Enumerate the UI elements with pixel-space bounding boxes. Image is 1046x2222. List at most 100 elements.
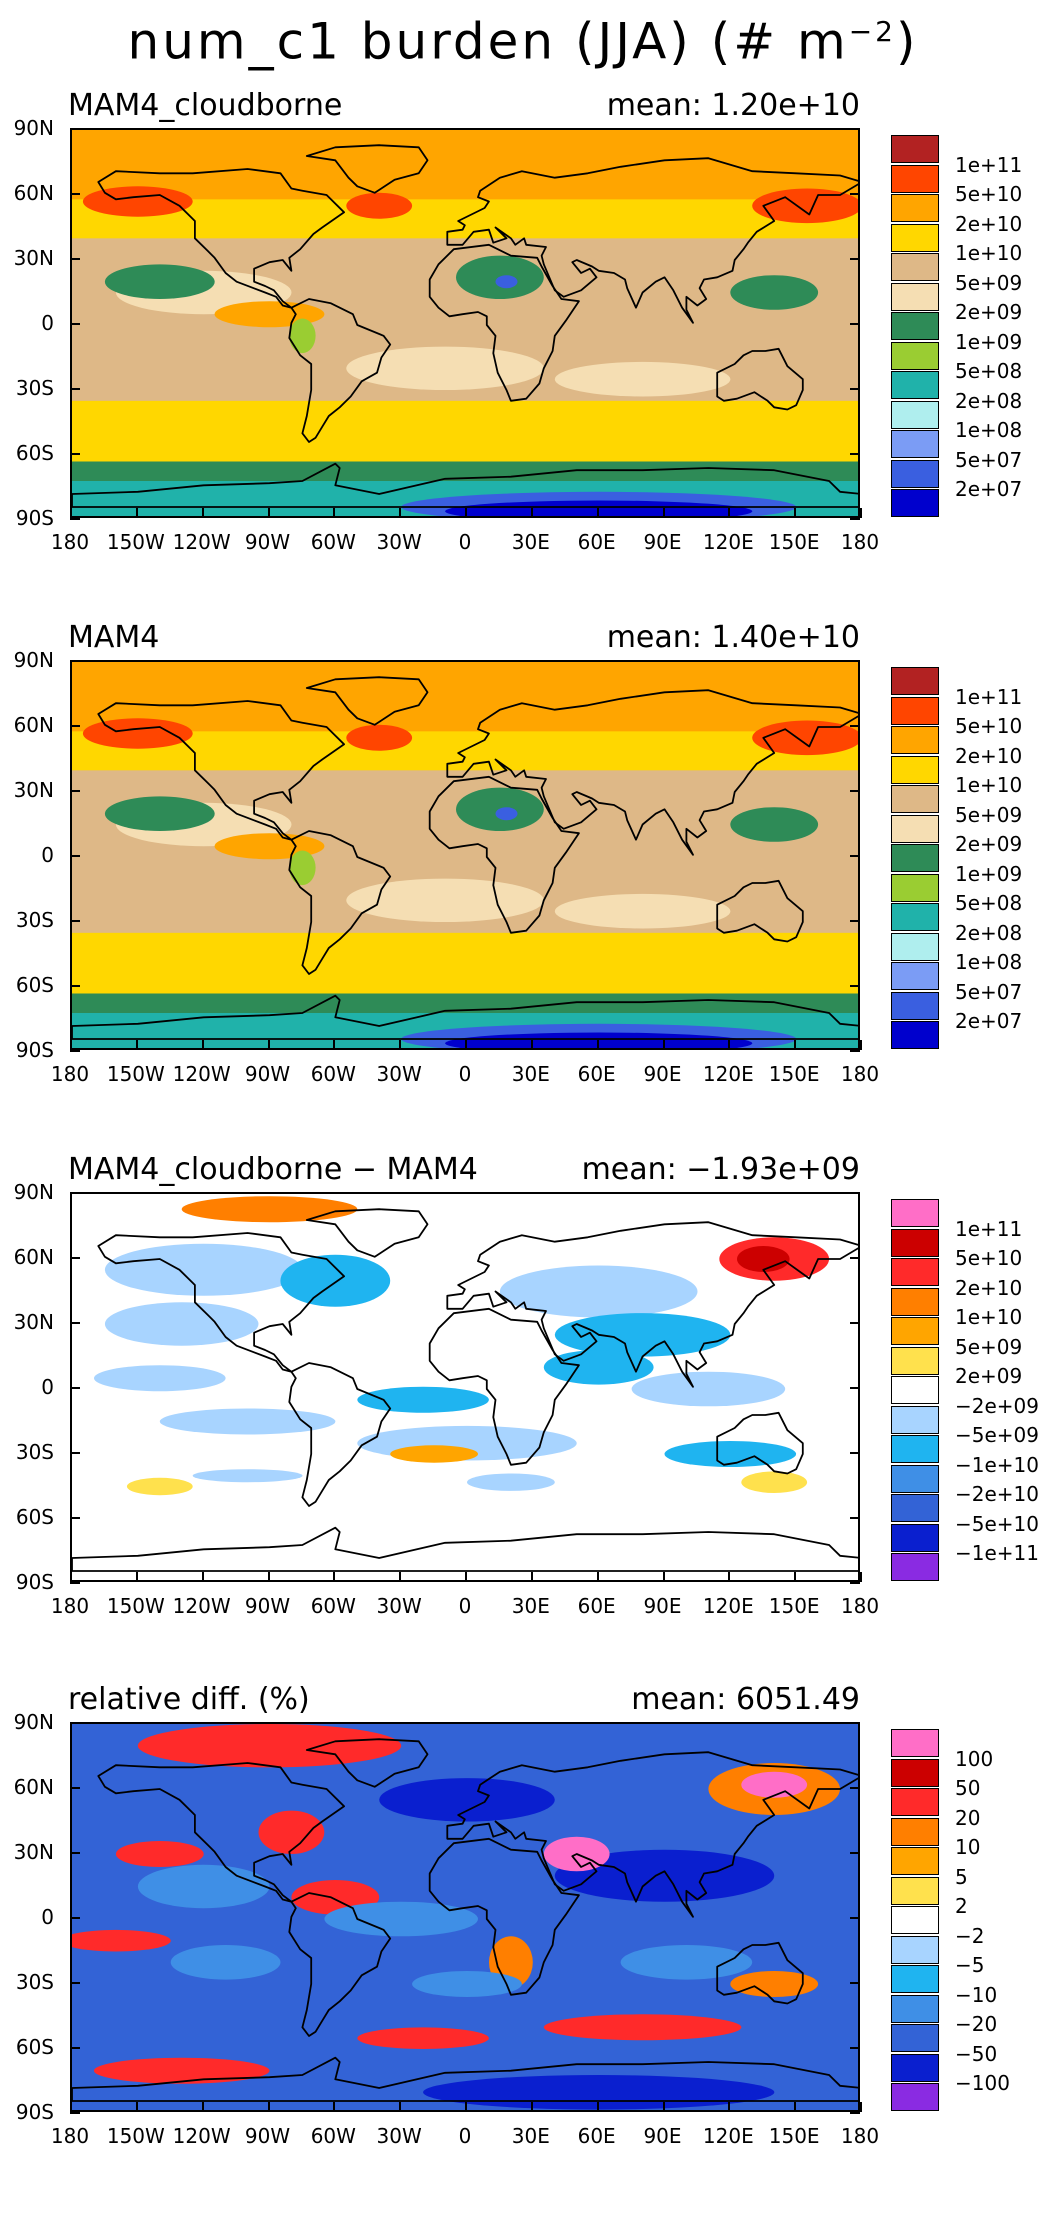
coastline-australia (716, 879, 804, 943)
lon-tick-label: 30W (376, 1594, 422, 1618)
colorbar-label: 2 (955, 1894, 968, 1918)
panel-mean: mean: 1.40e+10 (606, 620, 860, 655)
lat-tick (70, 2047, 80, 2049)
lat-tick (70, 1787, 80, 1789)
lat-tick-label: 90N (13, 1180, 54, 1204)
lat-tick (70, 1322, 80, 1324)
lat-tick-label: 0 (41, 1905, 54, 1929)
lon-tick (135, 2102, 138, 2112)
lat-tick-label: 90N (13, 116, 54, 140)
colorbar-swatch (891, 991, 939, 1020)
lat-tick-label: 60S (15, 2035, 54, 2059)
lat-tick (70, 323, 80, 325)
coastline-greenland (305, 1738, 429, 1788)
coastlines (72, 144, 858, 508)
lat-tick (850, 790, 860, 792)
colorbar-label: 5e+10 (955, 1246, 1023, 1270)
lat-tick (70, 660, 80, 662)
colorbar-label: 2e+09 (955, 1364, 1023, 1388)
lon-tick (267, 1572, 270, 1582)
lon-tick (794, 1040, 797, 1050)
colorbar-swatch (891, 223, 939, 252)
lat-tick (850, 1387, 860, 1389)
colorbar-swatch (891, 1464, 939, 1493)
colorbar-label: 5e+10 (955, 182, 1023, 206)
lon-tick (201, 1572, 204, 1582)
lon-tick (596, 1572, 599, 1582)
lat-tick (70, 1582, 80, 1584)
colorbar-swatch (891, 1523, 939, 1552)
lon-tick-label: 90E (643, 2124, 682, 2148)
coastline-northAmerica (97, 168, 346, 309)
colorbar-swatch (891, 489, 939, 517)
coastline-southAmerica (288, 298, 392, 443)
lon-tick (662, 1040, 665, 1050)
lon-tick (662, 508, 665, 518)
colorbar-label: −5e+09 (955, 1423, 1039, 1447)
lon-tick (596, 2102, 599, 2112)
coastline-australia (716, 1941, 804, 2005)
lon-tick-label: 0 (458, 1594, 472, 1618)
lon-tick-label: 120E (702, 2124, 754, 2148)
lat-tick-label: 0 (41, 1375, 54, 1399)
lat-tick-label: 30S (15, 1440, 54, 1464)
map-panel-2: MAM4 mean: 1.40e+10 90N 60N 30N 0 30S 60S 90S 180… (0, 620, 1046, 1160)
lat-tick-label: 90S (15, 506, 54, 530)
lon-tick-label: 0 (458, 530, 472, 554)
map-plot (70, 1722, 860, 2112)
lat-tick (850, 1982, 860, 1984)
colorbar-swatch (891, 312, 939, 340)
contour-fill (72, 130, 858, 516)
lon-tick (333, 1572, 336, 1582)
lon-tick (860, 1040, 862, 1050)
lon-tick-label: 120W (172, 530, 231, 554)
colorbar-swatch (891, 1758, 939, 1787)
lon-tick-label: 120E (702, 1594, 754, 1618)
lon-tick-label: 60W (310, 2124, 356, 2148)
colorbar-label: 1e+11 (955, 684, 1023, 709)
coastline-eurasia (446, 157, 858, 324)
colorbar-swatch (891, 903, 939, 931)
colorbar-swatch (891, 1847, 939, 1875)
lat-tick (70, 1517, 80, 1519)
lon-tick (860, 1572, 862, 1582)
lon-tick-label: 30E (511, 2124, 550, 2148)
colorbar-label: 2e+08 (955, 388, 1023, 413)
lat-tick (850, 193, 860, 195)
lon-tick-label: 30W (376, 530, 422, 554)
coastlines (72, 1208, 858, 1572)
lat-tick (850, 920, 860, 922)
lon-tick (399, 1040, 402, 1050)
lon-tick-label: 180 (840, 1062, 880, 1086)
lat-tick (70, 388, 80, 390)
lon-tick (596, 508, 599, 518)
lon-tick-label: 60E (577, 1062, 616, 1086)
colorbar-label: 2e+07 (955, 1009, 1023, 1033)
colorbar-swatch (891, 1906, 939, 1934)
coastline-southAmerica (288, 830, 392, 975)
lon-tick-label: 60E (577, 1594, 616, 1618)
coastline-australia (716, 1411, 804, 1475)
colorbar-label: 1e+08 (955, 950, 1023, 974)
colorbar-label: −50 (955, 2041, 998, 2066)
colorbar-swatch (891, 1994, 939, 2023)
lat-tick (850, 1787, 860, 1789)
lon-tick (267, 2102, 270, 2112)
lat-tick (850, 1322, 860, 1324)
lat-tick (850, 1917, 860, 1919)
lon-tick (399, 508, 402, 518)
lon-tick (201, 508, 204, 518)
lon-tick-label: 90E (643, 1062, 682, 1086)
lon-tick-label: 120E (702, 1062, 754, 1086)
lon-tick-label: 180 (840, 2124, 880, 2148)
colorbar-swatch (891, 282, 939, 311)
lon-tick (662, 2102, 665, 2112)
lat-tick (850, 128, 860, 130)
lon-tick (333, 508, 336, 518)
colorbar-label: 2e+10 (955, 1275, 1023, 1300)
lon-tick-label: 90W (244, 530, 291, 554)
lon-tick (465, 1572, 467, 1582)
colorbar-swatch (891, 194, 939, 222)
colorbar-swatch (891, 785, 939, 813)
lat-tick (70, 128, 80, 130)
